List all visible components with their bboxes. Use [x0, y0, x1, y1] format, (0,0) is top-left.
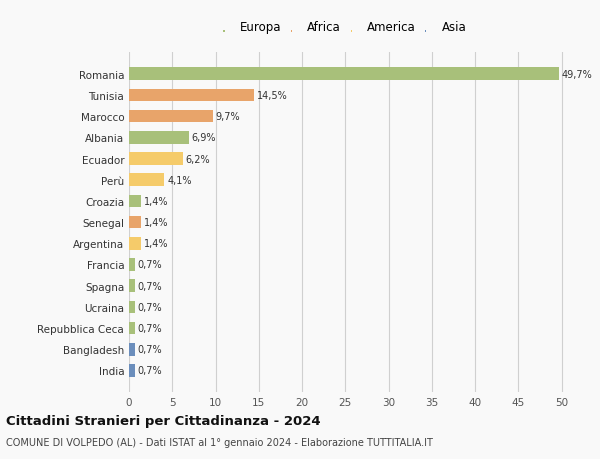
Bar [129, 90, 254, 102]
Legend: Europa, Africa, America, Asia: Europa, Africa, America, Asia [223, 21, 467, 34]
Bar [129, 322, 135, 335]
Text: 0,7%: 0,7% [137, 281, 162, 291]
Text: 1,4%: 1,4% [144, 196, 168, 207]
Text: 14,5%: 14,5% [257, 91, 288, 101]
Text: 49,7%: 49,7% [562, 70, 592, 79]
Bar [129, 258, 135, 271]
Text: 4,1%: 4,1% [167, 175, 191, 185]
Text: 1,4%: 1,4% [144, 218, 168, 228]
Bar [129, 216, 141, 229]
Text: 9,7%: 9,7% [215, 112, 240, 122]
Bar [129, 111, 213, 123]
Text: 0,7%: 0,7% [137, 345, 162, 354]
Text: COMUNE DI VOLPEDO (AL) - Dati ISTAT al 1° gennaio 2024 - Elaborazione TUTTITALIA: COMUNE DI VOLPEDO (AL) - Dati ISTAT al 1… [6, 437, 433, 447]
Text: Cittadini Stranieri per Cittadinanza - 2024: Cittadini Stranieri per Cittadinanza - 2… [6, 414, 320, 428]
Bar [129, 237, 141, 250]
Bar [129, 174, 164, 187]
Bar [129, 153, 182, 166]
Bar [129, 280, 135, 292]
Bar [129, 343, 135, 356]
Text: 0,7%: 0,7% [137, 260, 162, 270]
Text: 6,2%: 6,2% [185, 154, 210, 164]
Text: 6,9%: 6,9% [191, 133, 216, 143]
Text: 0,7%: 0,7% [137, 366, 162, 375]
Bar [129, 195, 141, 208]
Bar [129, 364, 135, 377]
Bar [129, 132, 189, 145]
Text: 0,7%: 0,7% [137, 324, 162, 333]
Bar [129, 68, 559, 81]
Text: 1,4%: 1,4% [144, 239, 168, 249]
Text: 0,7%: 0,7% [137, 302, 162, 312]
Bar [129, 301, 135, 313]
